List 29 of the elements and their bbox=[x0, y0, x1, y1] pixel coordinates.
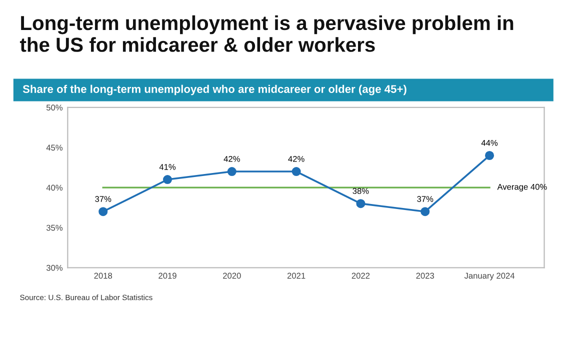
x-tick-label: 2018 bbox=[94, 272, 112, 279]
point bbox=[420, 207, 430, 216]
y-tick-label: 45% bbox=[46, 144, 63, 151]
data-label: 37% bbox=[95, 196, 112, 202]
y-tick-label: 30% bbox=[46, 264, 63, 271]
x-tick-label: 2020 bbox=[223, 272, 241, 279]
x-tick-label: 2019 bbox=[158, 272, 176, 279]
chart-subtitle: Share of the long-term unemployed who are midcareer or older (age 45+) bbox=[22, 84, 406, 96]
y-tick-label: 50% bbox=[46, 104, 63, 111]
x-tick-label: 2022 bbox=[352, 272, 370, 279]
point bbox=[485, 150, 494, 160]
data-label: 41% bbox=[159, 164, 176, 170]
x-tick-label: January 2024 bbox=[464, 272, 515, 280]
data-label: 37% bbox=[417, 196, 434, 202]
point bbox=[356, 199, 366, 208]
data-label: 42% bbox=[224, 156, 240, 162]
y-tick-label: 35% bbox=[46, 224, 63, 231]
chart-title: Long-term unemployment is a pervasive problem in the US for midcareer & older workers bbox=[20, 15, 514, 52]
ref-line-label: Average 40% bbox=[497, 184, 547, 192]
data-label: 42% bbox=[288, 156, 304, 162]
y-tick-label: 40% bbox=[46, 184, 63, 191]
data-label: 38% bbox=[352, 188, 369, 194]
point bbox=[292, 167, 301, 176]
data-label: 44% bbox=[481, 140, 498, 146]
point bbox=[162, 175, 172, 184]
point bbox=[98, 207, 108, 216]
x-tick-label: 2023 bbox=[416, 272, 434, 279]
point bbox=[227, 167, 236, 176]
x-tick-label: 2021 bbox=[287, 272, 306, 279]
